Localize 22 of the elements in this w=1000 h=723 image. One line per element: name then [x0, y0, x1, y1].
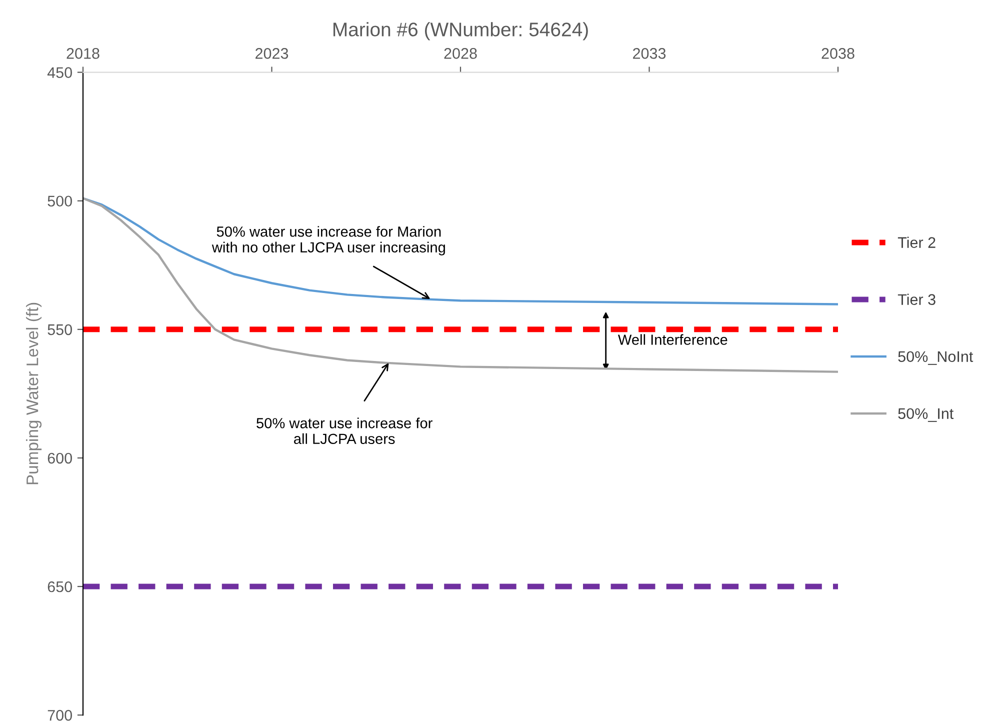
annotation: Well Interference — [618, 334, 728, 345]
y-tick-label: 500 — [48, 196, 72, 207]
x-tick-label: 2038 — [822, 48, 854, 59]
annotation: 50% water use increase for all LJCPA users — [256, 418, 432, 444]
x-tick-label: 2028 — [444, 48, 477, 59]
y-tick-label: 650 — [48, 581, 72, 592]
y-tick-label: 700 — [48, 710, 72, 721]
legend-label: Tier 3 — [898, 294, 936, 305]
y-axis-title: Pumping Water Level (ft) — [26, 302, 42, 484]
annotation: 50% water use increase for Marion with no other LJCPA user increasing — [212, 226, 445, 256]
line-series — [83, 197, 838, 373]
x-tick-label: 2023 — [256, 48, 288, 59]
x-tick-label: 2033 — [633, 48, 666, 59]
y-tick-label: 600 — [48, 452, 72, 464]
x-tick-label: 2018 — [66, 48, 100, 59]
legend-label: Tier 2 — [898, 236, 936, 248]
legend-label: 50%_NoInt — [898, 351, 974, 365]
legend-label: 50%_Int — [898, 408, 954, 422]
chart-title: Marion #6 (WNumber: 54624) — [334, 22, 588, 40]
line-series — [83, 197, 838, 306]
y-tick-label: 550 — [48, 324, 72, 336]
y-tick-label: 450 — [47, 67, 72, 78]
